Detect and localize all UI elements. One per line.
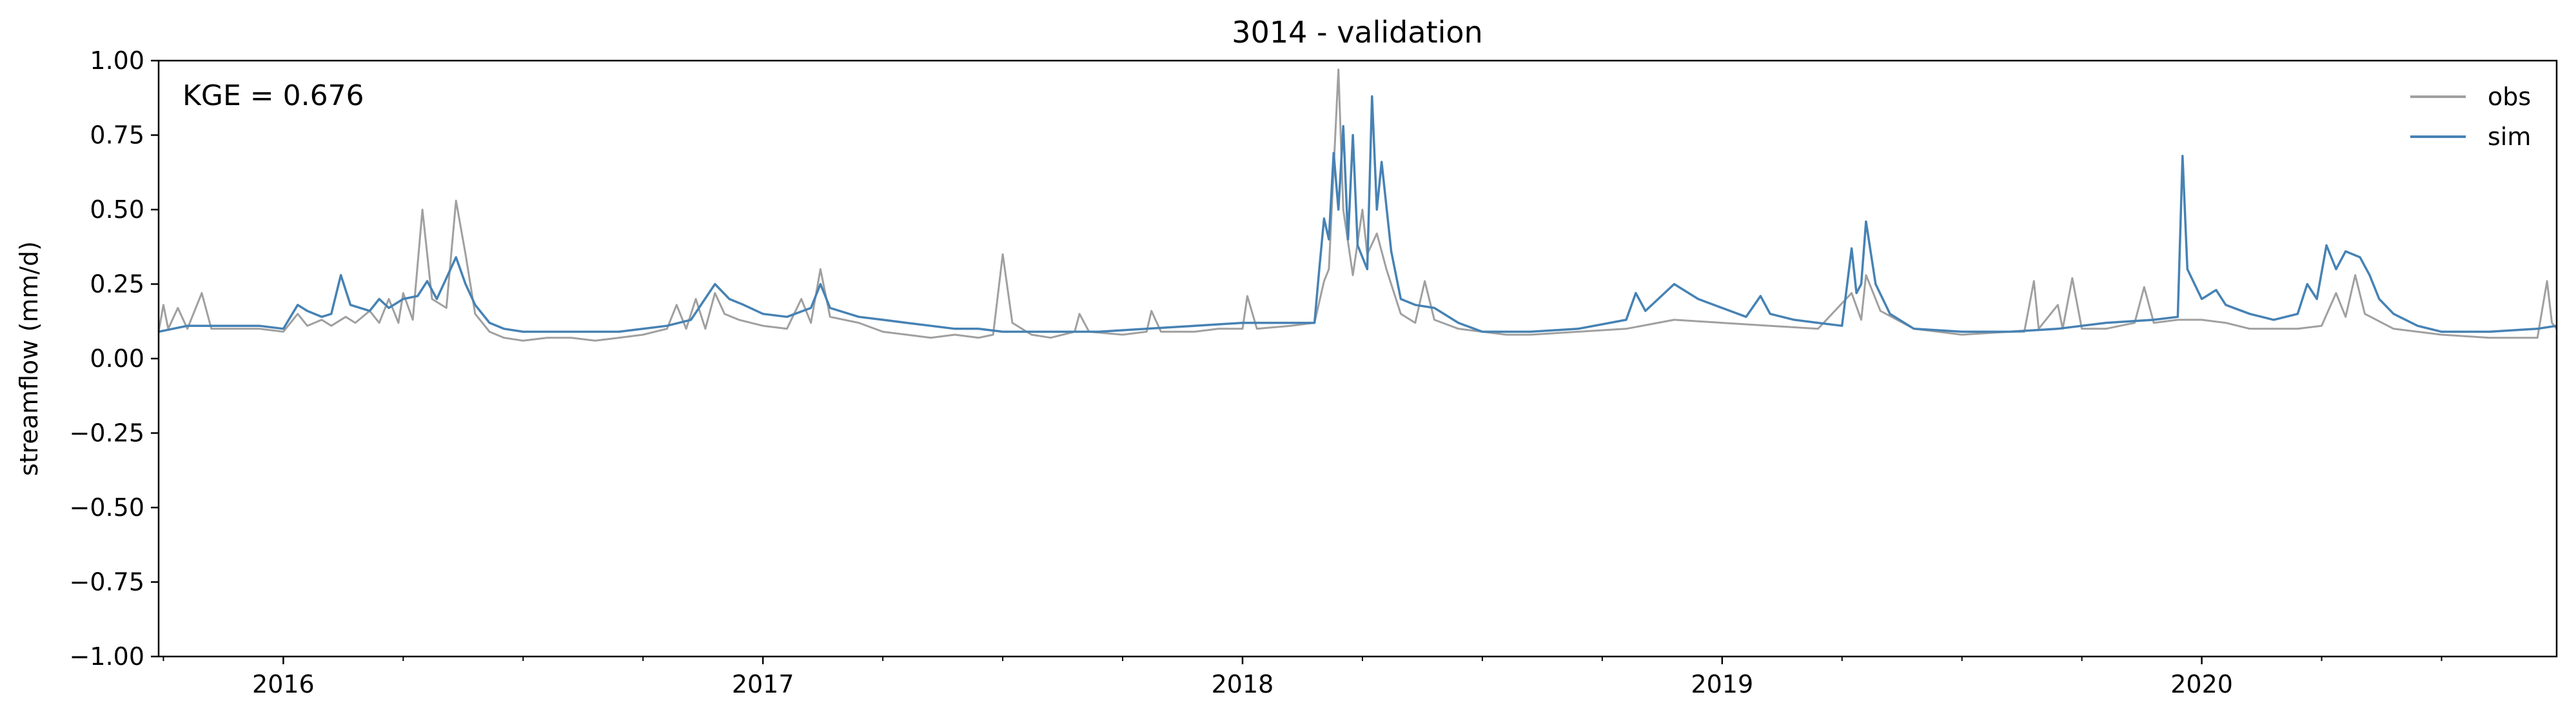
- y-tick-label: −1.00: [70, 642, 144, 671]
- y-tick-label: 0.50: [90, 195, 144, 224]
- series-line-sim: [158, 95, 2557, 333]
- plot-frame: [157, 59, 2558, 658]
- y-tick-label: −0.25: [70, 419, 144, 448]
- x-axis: 2016 2017 2018 2019 2020: [162, 657, 2443, 698]
- legend-sim-label: sim: [2488, 123, 2531, 151]
- y-tick-label: 1.00: [90, 46, 144, 75]
- y-tick-label: −0.50: [70, 493, 144, 522]
- series-layer: [157, 68, 2558, 342]
- x-tick-label: 2020: [2170, 670, 2233, 698]
- y-tick-label: −0.75: [70, 568, 144, 597]
- chart-title: 3014 - validation: [1232, 15, 1482, 50]
- y-axis: 1.00 0.75 0.50 0.25 0.00 −0.25 −0.50 −0.75 −1.00: [70, 46, 159, 671]
- kge-annotation: KGE = 0.676: [182, 79, 364, 112]
- x-tick-label: 2018: [1212, 670, 1274, 698]
- y-tick-label: 0.75: [90, 121, 144, 150]
- y-tick-label: 0.00: [90, 344, 144, 373]
- y-axis-label: streamflow (mm/d): [15, 241, 43, 476]
- legend-obs-label: obs: [2488, 83, 2531, 111]
- series-line-obs: [157, 68, 2558, 342]
- y-tick-label: 0.25: [90, 270, 144, 299]
- x-tick-label: 2017: [732, 670, 794, 698]
- x-tick-label: 2016: [252, 670, 315, 698]
- x-tick-label: 2019: [1691, 670, 1753, 698]
- legend: obs sim: [2410, 83, 2531, 151]
